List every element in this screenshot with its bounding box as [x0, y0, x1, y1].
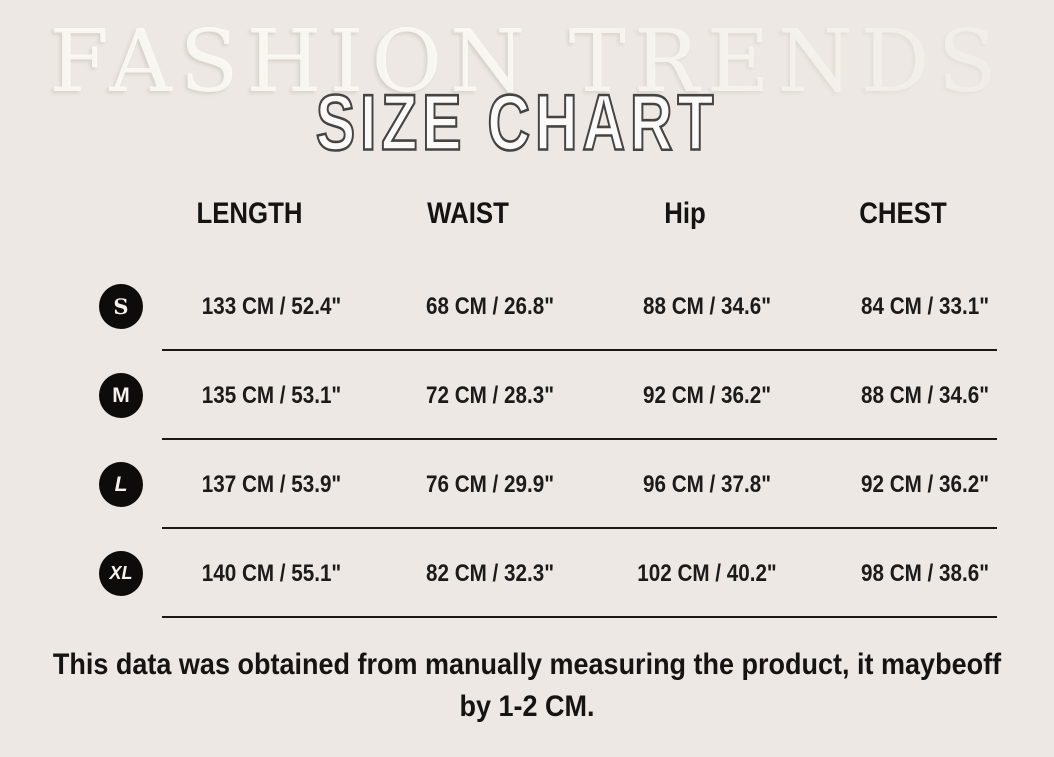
table-row-l: L 137 CM / 53.9" 76 CM / 29.9" 96 CM / 3…	[0, 440, 1054, 529]
cell-chest: 92 CM / 36.2"	[861, 470, 989, 498]
cell-hip: 92 CM / 36.2"	[643, 381, 771, 409]
size-badge-l: L	[99, 462, 143, 507]
page-title: SIZE CHART	[0, 78, 1054, 168]
size-badge-label: XL	[109, 563, 133, 583]
size-table: LENGTH WAIST Hip CHEST S 133 CM / 52.4" …	[0, 190, 1054, 618]
size-badge-cell: L	[0, 440, 162, 529]
footer-note-line-1: This data was obtained from manually mea…	[52, 648, 1002, 681]
size-badge-cell: S	[0, 262, 162, 351]
footer-note-line-2: by 1-2 CM.	[459, 690, 595, 723]
table-row-s: S 133 CM / 52.4" 68 CM / 26.8" 88 CM / 3…	[0, 262, 1054, 351]
page-title-text: SIZE CHART	[315, 78, 719, 168]
size-badge-xl: XL	[99, 551, 143, 596]
size-badge-label: M	[112, 383, 130, 407]
size-badge-label: S	[113, 294, 129, 319]
cell-waist: 82 CM / 32.3"	[426, 559, 554, 587]
cell-hip: 96 CM / 37.8"	[643, 470, 771, 498]
cell-chest: 98 CM / 38.6"	[861, 559, 989, 587]
row-divider	[162, 616, 997, 618]
cell-waist: 68 CM / 26.8"	[426, 292, 554, 320]
cell-hip: 88 CM / 34.6"	[643, 292, 771, 320]
table-row-m: M 135 CM / 53.1" 72 CM / 28.3" 92 CM / 3…	[0, 351, 1054, 440]
cell-hip: 102 CM / 40.2"	[637, 559, 777, 587]
size-badge-cell: XL	[0, 529, 162, 618]
cell-chest: 88 CM / 34.6"	[861, 381, 989, 409]
table-row-xl: XL 140 CM / 55.1" 82 CM / 32.3" 102 CM /…	[0, 529, 1054, 618]
footer-note: This data was obtained from manually mea…	[0, 644, 1054, 728]
cell-chest: 84 CM / 33.1"	[861, 292, 989, 320]
column-header-waist: WAIST	[427, 197, 509, 230]
row-divider	[162, 438, 997, 440]
column-header-hip: Hip	[664, 197, 706, 230]
column-header-chest: CHEST	[859, 197, 947, 230]
cell-length: 135 CM / 53.1"	[201, 381, 342, 409]
cell-length: 137 CM / 53.9"	[201, 470, 342, 498]
row-divider	[162, 349, 997, 351]
size-badge-label: L	[114, 472, 128, 496]
size-badge-cell: M	[0, 351, 162, 440]
row-divider	[162, 527, 997, 529]
cell-length: 133 CM / 52.4"	[201, 292, 342, 320]
cell-length: 140 CM / 55.1"	[201, 559, 342, 587]
table-body: S 133 CM / 52.4" 68 CM / 26.8" 88 CM / 3…	[0, 262, 1054, 618]
cell-waist: 76 CM / 29.9"	[426, 470, 554, 498]
table-header-row: LENGTH WAIST Hip CHEST	[0, 190, 1054, 238]
size-badge-m: M	[99, 373, 143, 418]
column-header-length: LENGTH	[196, 197, 303, 230]
cell-waist: 72 CM / 28.3"	[426, 381, 554, 409]
size-badge-s: S	[99, 284, 143, 329]
